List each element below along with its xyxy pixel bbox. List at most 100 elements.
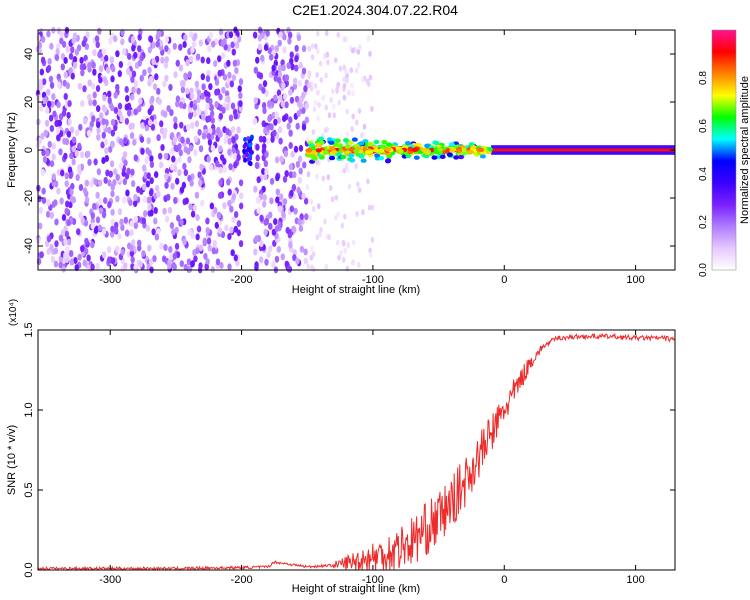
heatmap-cell bbox=[345, 131, 350, 138]
heatmap-cell bbox=[310, 43, 315, 50]
heatmap-cell bbox=[264, 89, 269, 97]
heatmap-cell bbox=[292, 171, 297, 179]
heatmap-cell bbox=[74, 129, 80, 137]
heatmap-cell bbox=[71, 136, 77, 144]
spectrogram-heatmap bbox=[35, 26, 675, 274]
heatmap-cell bbox=[351, 90, 355, 97]
heatmap-cell bbox=[347, 140, 354, 145]
heatmap-cell bbox=[360, 76, 365, 83]
heatmap-cell bbox=[331, 103, 336, 110]
heatmap-cell bbox=[264, 168, 269, 176]
heatmap-cell bbox=[231, 193, 237, 201]
heatmap-cell bbox=[298, 224, 304, 232]
heatmap-cell bbox=[271, 260, 276, 268]
heatmap-cell bbox=[103, 138, 109, 146]
colorbar-ticks: 0.0 0.2 0.4 0.6 0.8 bbox=[698, 71, 709, 277]
heatmap-cell bbox=[164, 215, 170, 223]
heatmap-cell bbox=[190, 92, 195, 100]
figure-title: C2E1.2024.304.07.22.R04 bbox=[292, 2, 458, 18]
heatmap-cell bbox=[53, 199, 58, 207]
heatmap-cell bbox=[276, 116, 281, 124]
y-tick-label: 20 bbox=[23, 96, 35, 108]
heatmap-cell bbox=[238, 78, 244, 86]
heatmap-cell bbox=[354, 67, 359, 74]
heatmap-cell bbox=[142, 164, 147, 172]
heatmap-cell bbox=[313, 83, 318, 90]
heatmap-cell bbox=[318, 231, 322, 238]
heatmap-cell bbox=[342, 82, 347, 89]
heatmap-cell bbox=[106, 246, 112, 254]
heatmap-cell bbox=[213, 60, 218, 68]
heatmap-cell bbox=[120, 29, 125, 37]
heatmap-cell bbox=[433, 140, 440, 146]
heatmap-cell bbox=[162, 207, 167, 215]
heatmap-cell bbox=[260, 54, 265, 62]
heatmap-cell bbox=[61, 109, 67, 117]
heatmap-cell bbox=[237, 85, 242, 93]
heatmap-cell bbox=[277, 70, 283, 78]
heatmap-cell bbox=[49, 42, 54, 50]
heatmap-cell bbox=[201, 113, 206, 121]
heatmap-cell bbox=[282, 198, 288, 206]
heatmap-cell bbox=[278, 31, 283, 39]
heatmap-cell bbox=[117, 102, 123, 110]
heatmap-cell bbox=[271, 64, 276, 72]
heatmap-cell bbox=[190, 232, 195, 240]
heatmap-cell bbox=[122, 48, 127, 56]
heatmap-cell bbox=[330, 88, 335, 95]
heatmap-cell bbox=[195, 214, 200, 222]
heatmap-cell bbox=[373, 148, 380, 153]
heatmap-cell bbox=[185, 87, 190, 95]
heatmap-cell bbox=[44, 119, 50, 127]
heatmap-cell bbox=[110, 140, 115, 148]
heatmap-cell bbox=[216, 211, 222, 219]
colorbar-label: Normalized spectral amplitude bbox=[739, 76, 750, 224]
heatmap-cell bbox=[351, 113, 355, 120]
heatmap-cell bbox=[148, 258, 154, 266]
heatmap-cell bbox=[88, 99, 93, 107]
heatmap-cell bbox=[95, 41, 100, 49]
heatmap-cell bbox=[185, 59, 190, 67]
heatmap-cell bbox=[309, 85, 314, 92]
heatmap-cell bbox=[217, 227, 223, 235]
heatmap-cell bbox=[124, 229, 130, 237]
heatmap-cell bbox=[147, 46, 153, 54]
heatmap-cell bbox=[211, 247, 216, 255]
heatmap-cell bbox=[230, 102, 236, 110]
heatmap-cell bbox=[268, 211, 273, 219]
heatmap-cell bbox=[142, 69, 147, 77]
heatmap-cell bbox=[317, 136, 324, 141]
heatmap-cell bbox=[173, 144, 178, 152]
heatmap-cell bbox=[133, 108, 138, 116]
heatmap-cell bbox=[90, 217, 95, 225]
heatmap-cell bbox=[95, 121, 101, 129]
heatmap-cell bbox=[311, 251, 316, 258]
heatmap-cell bbox=[118, 61, 124, 69]
heatmap-cell bbox=[216, 126, 221, 134]
heatmap-cell bbox=[226, 178, 231, 186]
heatmap-cell bbox=[145, 224, 151, 232]
heatmap-cell bbox=[206, 69, 211, 77]
heatmap-cell bbox=[298, 167, 303, 175]
heatmap-cell bbox=[101, 211, 107, 219]
heatmap-cell bbox=[368, 251, 373, 258]
heatmap-cell bbox=[168, 83, 173, 91]
heatmap-cell bbox=[231, 48, 236, 56]
y-tick-label: -20 bbox=[23, 190, 35, 206]
heatmap-cell bbox=[303, 248, 308, 256]
heatmap-cell bbox=[354, 163, 358, 170]
heatmap-cell bbox=[173, 71, 178, 79]
heatmap-cell bbox=[209, 110, 215, 118]
heatmap-cell bbox=[154, 233, 160, 241]
heatmap-cell bbox=[446, 152, 453, 158]
heatmap-cell bbox=[155, 40, 160, 48]
heatmap-cell bbox=[206, 237, 212, 245]
heatmap-cell bbox=[286, 265, 291, 273]
heatmap-cell bbox=[269, 123, 274, 131]
heatmap-cell bbox=[288, 171, 294, 179]
heatmap-cell bbox=[256, 176, 261, 184]
snr-series-line bbox=[37, 332, 676, 572]
heatmap-cell bbox=[273, 94, 278, 102]
heatmap-cell bbox=[71, 145, 76, 153]
heatmap-cell bbox=[421, 148, 428, 153]
